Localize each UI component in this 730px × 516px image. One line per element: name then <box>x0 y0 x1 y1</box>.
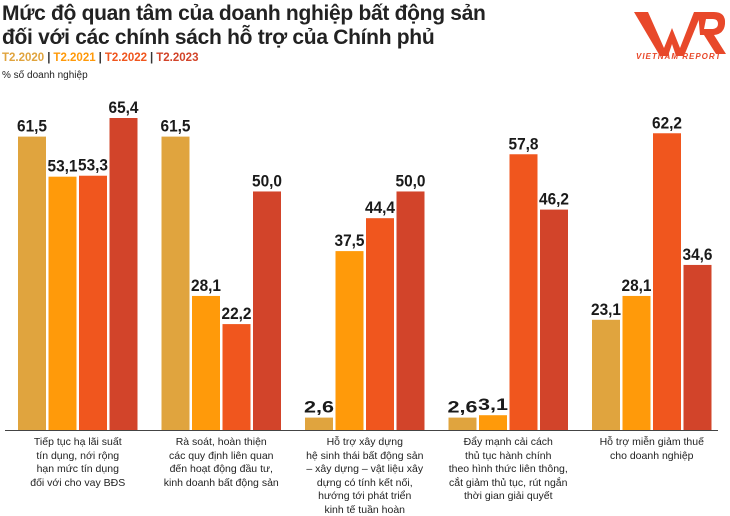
legend-item: T2.2023 <box>156 52 199 64</box>
bar <box>18 136 46 430</box>
data-label: 23,1 <box>591 300 621 319</box>
category-label-line: theo hình thức liên thông, <box>448 463 568 475</box>
data-label: 57,8 <box>509 134 539 153</box>
bar <box>540 209 568 430</box>
category-label-line: đến hoạt động đầu tư, <box>169 463 273 475</box>
data-label: 53,3 <box>78 156 108 175</box>
bar <box>192 295 220 430</box>
legend-separator: | <box>150 52 154 64</box>
legend: T2.2020 | T2.2021 | T2.2022 | T2.2023 <box>2 52 198 64</box>
bar <box>109 118 138 430</box>
bar <box>509 154 538 430</box>
category-label-line: Hỗ trợ miễn giảm thuế <box>599 436 704 448</box>
data-label: 3,1 <box>478 395 508 414</box>
data-label: 65,4 <box>109 98 139 117</box>
category-label-line: thời gian giải quyết <box>463 490 553 502</box>
title-line-2: đối với các chính sách hỗ trợ của Chính … <box>2 26 435 49</box>
data-label: 46,2 <box>539 190 569 209</box>
category-label: Đẩy mạnh cải cách thủ tục hành chính theo … <box>438 436 578 504</box>
category-label-line: hệ sinh thái bất động sản <box>306 449 424 462</box>
category-label: Hỗ trợ xây dựng hệ sinh thái bất động sản… <box>295 436 435 516</box>
bar <box>48 176 77 430</box>
data-label: 2,6 <box>448 398 478 417</box>
bar <box>366 218 394 430</box>
bar <box>683 264 712 430</box>
chart-title: Mức độ quan tâm của doanh nghiệp bất độn… <box>2 2 486 50</box>
category-label: Rà soát, hoàn thiện các quy định liên qua… <box>151 436 291 490</box>
bar <box>653 133 681 430</box>
data-label: 61,5 <box>17 117 47 136</box>
category-label: Hỗ trợ miễn giảm thuế cho doanh nghiệp <box>582 436 722 463</box>
bar <box>479 415 507 430</box>
category-label: Tiếp tục hạ lãi suất tín dụng, nới rộng hạ… <box>8 436 148 490</box>
unit-label: % số doanh nghiệp <box>2 70 88 81</box>
category-label-line: thủ tục hành chính <box>465 449 552 462</box>
bar <box>79 175 107 430</box>
category-label-line: dựng có tính kết nối, <box>316 476 413 489</box>
data-label: 44,4 <box>365 198 395 217</box>
data-label: 61,5 <box>161 117 191 136</box>
legend-item: T2.2020 <box>2 52 45 64</box>
data-label: 50,0 <box>252 171 282 190</box>
category-label-line: Hỗ trợ xây dựng <box>326 436 403 448</box>
data-label: 28,1 <box>622 276 652 295</box>
data-label: 53,1 <box>48 157 78 176</box>
legend-item: T2.2021 <box>53 52 96 64</box>
title-line-1: Mức độ quan tâm của doanh nghiệp bất độn… <box>2 2 486 25</box>
bar <box>335 251 364 430</box>
bar <box>396 191 425 430</box>
data-label: 28,1 <box>191 276 221 295</box>
logo-subtitle: VIETNAM REPORT <box>636 52 722 61</box>
category-label-line: Đẩy mạnh cải cách <box>463 436 553 448</box>
category-label-line: các quy định liên quan <box>169 449 274 462</box>
legend-separator: | <box>98 52 102 64</box>
bar <box>622 295 651 430</box>
bar <box>222 324 251 430</box>
category-label-line: Tiếp tục hạ lãi suất <box>33 436 122 448</box>
category-label-line: tín dụng, nới rộng <box>36 449 120 462</box>
data-label: 37,5 <box>335 231 365 250</box>
category-label-line: Rà soát, hoàn thiện <box>175 436 267 448</box>
category-label-line: hướng tới phát triển <box>318 490 412 502</box>
bar <box>305 417 333 430</box>
data-label: 2,6 <box>304 398 334 417</box>
category-label-line: kinh tế tuần hoàn <box>324 503 406 516</box>
category-label-line: đối với cho vay BĐS <box>30 476 126 489</box>
legend-separator: | <box>47 52 51 64</box>
legend-item: T2.2022 <box>104 52 148 64</box>
category-label-line: – xây dựng – vật liệu xây <box>306 463 424 475</box>
category-label-line: hạn mức tín dụng <box>36 463 119 475</box>
bar <box>592 319 620 430</box>
category-label-line: cho doanh nghiệp <box>610 449 694 462</box>
vietnam-report-logo <box>634 12 726 56</box>
bar <box>161 136 190 430</box>
bar <box>253 191 281 430</box>
data-label: 62,2 <box>652 113 682 132</box>
category-label-line: cắt giảm thủ tục, rút ngắn <box>449 476 568 489</box>
category-label-line: kinh doanh bất động sản <box>163 476 279 489</box>
data-label: 34,6 <box>683 245 713 264</box>
bar <box>448 417 477 430</box>
data-label: 50,0 <box>396 171 426 190</box>
data-label: 22,2 <box>222 304 252 323</box>
